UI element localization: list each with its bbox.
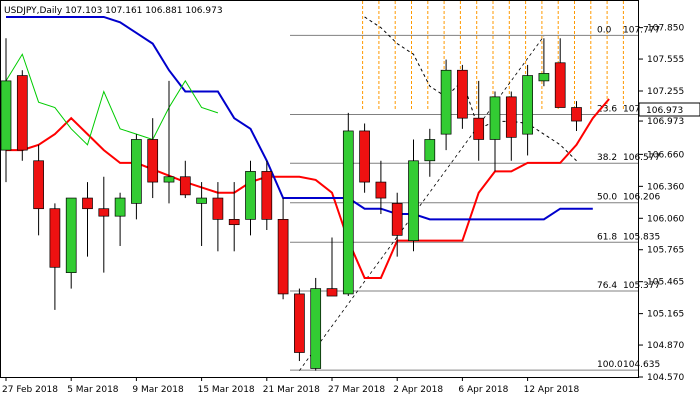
candle-body — [16, 75, 28, 151]
candle-body — [505, 96, 517, 138]
x-tick-label: 9 Mar 2018 — [132, 385, 184, 395]
fib-price-label: 107.777 — [623, 25, 660, 35]
candle-body — [131, 139, 142, 204]
candle-body — [147, 139, 159, 183]
candle-body — [391, 203, 403, 236]
fib-price-label: 106.206 — [623, 193, 660, 203]
indicator-lines — [5, 15, 610, 279]
fib-price-label: 104.635 — [623, 360, 660, 370]
x-tick-label: 21 Mar 2018 — [263, 385, 320, 395]
fib-level-label: 38.2 — [597, 153, 617, 163]
candle-body — [440, 69, 452, 135]
candle-body — [359, 130, 370, 183]
candle-body — [245, 171, 256, 220]
y-axis: 107.850 107.555 107.255 106.973 106.660 106.3… — [639, 24, 684, 383]
indicator-line — [5, 53, 219, 146]
fib-level-label: 50.0 — [597, 193, 617, 203]
y-tick-label: 106.660 — [647, 150, 684, 160]
candle-body — [33, 160, 44, 210]
fib-level-label: 0.0 — [597, 25, 612, 35]
candle-body — [65, 197, 77, 273]
candle-body — [310, 288, 322, 369]
fib-price-label: 105.835 — [623, 232, 660, 242]
fib-price-label: 106.577 — [623, 153, 660, 163]
x-tick-label: 27 Mar 2018 — [328, 385, 385, 395]
candle-body — [82, 197, 93, 210]
y-tick-label: 107.850 — [647, 24, 684, 34]
candle-body — [228, 219, 240, 226]
candle-body — [522, 75, 533, 135]
fib-level-label: 100.0 — [597, 360, 623, 370]
x-tick-label: 27 Feb 2018 — [2, 385, 58, 395]
candle-body — [49, 208, 61, 268]
candle-body — [196, 197, 207, 204]
y-tick-label: 107.555 — [647, 55, 684, 65]
x-axis: 27 Feb 2018 5 Mar 2018 9 Mar 2018 15 Mar 20… — [2, 377, 580, 395]
indicator-line — [6, 98, 610, 279]
candle-body — [294, 293, 305, 353]
candle-body — [326, 288, 338, 297]
candle-body — [261, 171, 273, 220]
indicator-line — [6, 15, 593, 221]
fib-price-label: 105.377 — [623, 281, 660, 291]
candles — [0, 38, 582, 371]
x-tick-label: 2 Apr 2018 — [393, 385, 443, 395]
candle-body — [163, 176, 175, 183]
y-tick-label: 104.870 — [647, 341, 684, 351]
candle-body — [375, 181, 387, 199]
current-price-label: 106.973 — [646, 106, 683, 116]
candle-body — [554, 62, 566, 108]
y-tick-label: 105.765 — [647, 246, 684, 256]
y-tick-label: 105.465 — [647, 278, 684, 288]
candle-body — [342, 130, 354, 295]
y-tick-label: 105.165 — [647, 310, 684, 320]
price-marker-box — [638, 102, 700, 117]
y-tick-label: 104.570 — [647, 373, 684, 383]
candle-body — [98, 208, 110, 217]
fib-level-label: 23.6 — [597, 104, 617, 114]
chart-title: USDJPY,Daily 107.103 107.161 106.881 106… — [4, 6, 223, 16]
x-tick-label: 5 Mar 2018 — [67, 385, 119, 395]
fib-level-label: 76.4 — [597, 281, 617, 291]
y-tick-label: 107.255 — [647, 87, 684, 97]
y-tick-label: 106.360 — [647, 182, 684, 192]
candle-body — [0, 80, 12, 151]
candle-body — [489, 96, 501, 140]
candle-body — [179, 176, 191, 196]
x-tick-label: 6 Apr 2018 — [458, 385, 508, 395]
y-tick-label: 106.973 — [647, 117, 684, 127]
candle-body — [473, 117, 485, 140]
candle-body — [424, 139, 436, 162]
y-tick-label: 106.060 — [647, 214, 684, 224]
candle-body — [457, 69, 468, 119]
fib-level-label: 61.8 — [597, 232, 617, 242]
candle-body — [212, 197, 224, 220]
candle-body — [538, 73, 550, 82]
candle-body — [408, 160, 419, 242]
candle-body — [277, 219, 289, 295]
candle-body — [571, 107, 582, 122]
x-tick-label: 12 Apr 2018 — [524, 385, 580, 395]
candle-body — [114, 197, 126, 217]
x-tick-label: 15 Mar 2018 — [198, 385, 255, 395]
